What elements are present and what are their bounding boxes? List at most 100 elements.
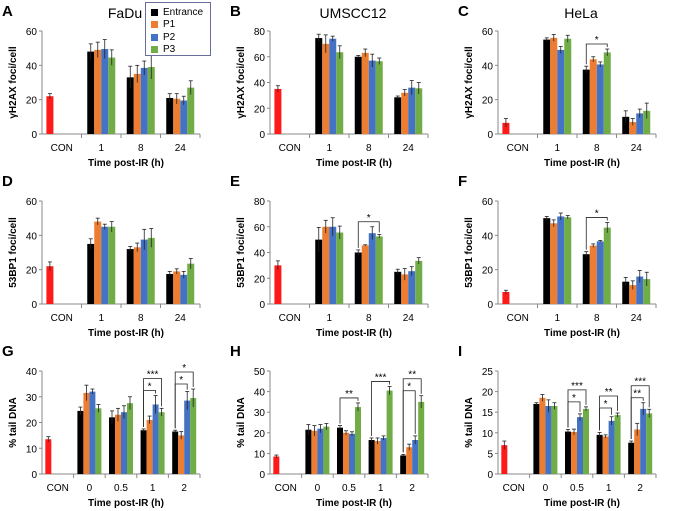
bar-entrance [582, 69, 590, 134]
y-tick-label: 20 [254, 274, 266, 285]
bar-p2 [368, 233, 376, 304]
x-tick-label: 1 [606, 483, 612, 494]
x-tick-label: 0 [87, 483, 93, 494]
y-axis-label: 53BP1 foci/cell [464, 217, 475, 288]
bar-p3 [375, 61, 383, 134]
y-tick-label: 60 [26, 197, 38, 208]
significance-bracket [357, 221, 380, 248]
significance-bracket [371, 381, 390, 436]
significance-bracket [402, 378, 422, 453]
y-axis-label: γH2AX foci/cell [8, 46, 19, 118]
bar-entrance [354, 252, 362, 304]
bar-entrance [543, 218, 551, 304]
significance-bracket [567, 389, 587, 428]
significance-label: ** [633, 389, 641, 400]
bar-entrance [543, 39, 551, 135]
significance-bracket [174, 371, 194, 429]
legend-swatch [151, 21, 158, 29]
x-tick-label: 1 [378, 483, 384, 494]
bar-p1 [629, 121, 637, 134]
bar-p1 [589, 245, 597, 304]
bar-p2 [329, 226, 337, 304]
bar-p2 [596, 64, 604, 134]
bar-p3 [108, 57, 116, 134]
bar-entrance [315, 239, 323, 304]
bar-p2 [596, 241, 604, 304]
panel-a: A FaDu 0 20 40 60 γH2AX foci/cell Time post-IR … [0, 0, 227, 170]
bar-p1 [94, 221, 102, 304]
bar-p1 [94, 49, 102, 135]
bar-p1 [173, 271, 181, 304]
legend-label: P3 [163, 44, 176, 56]
x-tick-label: 24 [403, 313, 415, 324]
bar-p2 [184, 400, 191, 474]
bar-p2 [180, 274, 188, 304]
x-tick-label: 1 [554, 143, 560, 154]
x-tick-label: 1 [98, 143, 104, 154]
bar-p3 [95, 408, 102, 474]
bar-p1 [539, 397, 546, 474]
y-tick-label: 20 [482, 388, 494, 399]
bar-p1 [178, 435, 185, 474]
x-tick-label: 1 [326, 313, 332, 324]
x-tick-label: 1 [150, 483, 156, 494]
bar-entrance [533, 403, 540, 474]
bar-p1 [133, 247, 141, 304]
bar-con [502, 122, 510, 134]
bar-p3 [386, 390, 393, 474]
bar-p2 [557, 49, 565, 135]
legend-swatch [151, 46, 158, 54]
x-tick-label: CON [279, 313, 301, 324]
bar-p3 [147, 237, 155, 304]
bar-p2 [152, 404, 159, 474]
bar-p2 [640, 408, 647, 474]
panel-letter: B [230, 3, 241, 20]
bar-entrance [582, 254, 590, 304]
bar-entrance [126, 77, 134, 134]
legend-swatch [151, 8, 158, 16]
x-axis-label: Time post-IR (h) [544, 158, 620, 169]
bar-p1 [361, 245, 369, 304]
y-tick-label: 30 [254, 408, 266, 419]
y-tick-label: 40 [482, 231, 494, 242]
y-tick-label: 0 [487, 130, 493, 141]
bar-p1 [406, 447, 413, 474]
bar-p1 [374, 441, 381, 474]
bar-p3 [603, 227, 611, 304]
y-tick-label: 40 [254, 79, 266, 90]
bar-entrance [140, 430, 147, 474]
panel-e: E 0 20 40 60 80 53BP1 foci/cell Time post-IR (h… [228, 170, 455, 340]
panel-letter: G [2, 343, 14, 360]
bar-p2 [545, 406, 552, 474]
bar-p3 [336, 52, 344, 134]
legend-label: Entrance [163, 6, 204, 18]
x-tick-label: CON [47, 483, 69, 494]
y-tick-label: 30 [26, 393, 38, 404]
bar-entrance [87, 51, 95, 134]
bar-entrance [394, 97, 402, 134]
bar-p3 [643, 110, 651, 134]
significance-label: * [595, 208, 599, 219]
panel-h: H 0 10 20 30 40 50% tail DNA Time post-IR (h) CO… [228, 340, 455, 510]
bar-p2 [180, 100, 188, 134]
y-axis-label: γH2AX foci/cell [464, 46, 475, 118]
bar-entrance [400, 455, 407, 474]
y-tick-label: 80 [254, 197, 266, 208]
panel-f: F 0 20 40 60 53BP1 foci/cell Time post-IR (h) C… [456, 170, 683, 340]
x-tick-label: 0 [543, 483, 549, 494]
bar-p1 [550, 37, 558, 134]
x-tick-label: 0.5 [114, 483, 128, 494]
y-tick-label: 20 [26, 419, 38, 430]
y-tick-label: 40 [482, 61, 494, 72]
legend-item-p3: P3 [151, 44, 210, 57]
panel-title: UMSCC12 [320, 5, 387, 21]
significance-label: ** [345, 389, 353, 400]
bar-entrance [109, 417, 115, 474]
x-tick-label: 0 [315, 483, 321, 494]
x-axis-label: Time post-IR (h) [88, 328, 164, 339]
bar-p1 [322, 226, 330, 304]
y-tick-label: 15 [482, 408, 494, 419]
bar-p1 [571, 431, 577, 474]
bar-p2 [121, 412, 127, 474]
